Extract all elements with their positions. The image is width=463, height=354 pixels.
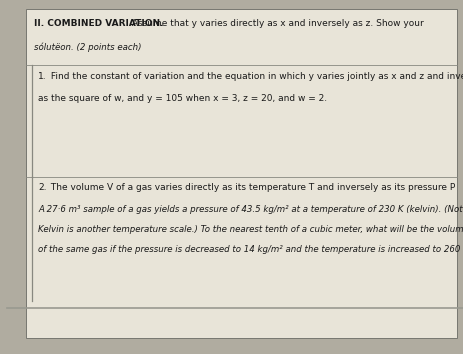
Text: 1.: 1.: [38, 72, 47, 81]
Text: The volume V of a gas varies directly as its temperature T and inversely as its : The volume V of a gas varies directly as…: [48, 183, 455, 192]
Text: II. COMBINED VARIATION.: II. COMBINED VARIATION.: [34, 19, 163, 28]
Text: Find the constant of variation and the equation in which y varies jointly as x a: Find the constant of variation and the e…: [48, 72, 463, 81]
Text: sólutëon. (2 points each): sólutëon. (2 points each): [34, 42, 141, 52]
Text: Assume that y varies directly as x and inversely as z. Show your: Assume that y varies directly as x and i…: [129, 19, 423, 28]
Text: A 27·6 m³ sample of a gas yields a pressure of 43.5 kg/m² at a temperature of 23: A 27·6 m³ sample of a gas yields a press…: [38, 205, 463, 214]
Text: as the square of w, and y = 105 when x = 3, z = 20, and w = 2.: as the square of w, and y = 105 when x =…: [38, 94, 326, 103]
Text: of the same gas if the pressure is decreased to 14 kg/m² and the temperature is : of the same gas if the pressure is decre…: [38, 245, 463, 254]
FancyBboxPatch shape: [25, 9, 456, 338]
Text: 2.: 2.: [38, 183, 46, 192]
Text: Kelvin is another temperature scale.) To the nearest tenth of a cubic meter, wha: Kelvin is another temperature scale.) To…: [38, 225, 463, 234]
